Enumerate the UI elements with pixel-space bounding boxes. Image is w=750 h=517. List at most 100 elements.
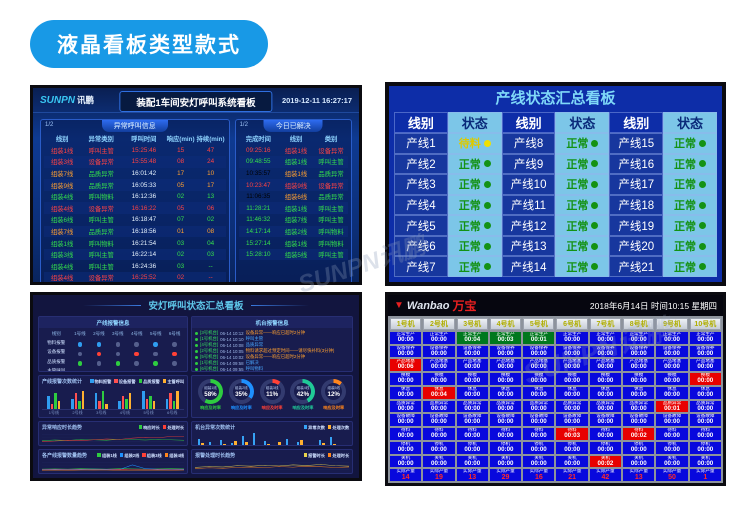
status-dot-icon xyxy=(591,160,599,168)
page-title: 液晶看板类型款式 xyxy=(30,20,268,68)
legend-item: 处理次数 xyxy=(327,425,349,431)
x-tick-label: 9:00 xyxy=(42,473,54,474)
bar xyxy=(118,401,121,409)
line-cell: 组装1线 xyxy=(284,147,308,155)
response-cell: 15 xyxy=(177,146,185,154)
status-label: 产品堵塞 xyxy=(662,359,682,364)
machine-status-cell: 实际产量 42 xyxy=(589,469,622,481)
status-value: 00:00 xyxy=(464,418,481,426)
duration-cell: 03 xyxy=(207,251,215,259)
status-label: 设备保养 xyxy=(662,345,682,350)
legend-chip xyxy=(303,453,308,457)
legend-item: 处理时长 xyxy=(162,425,184,431)
bar xyxy=(275,445,278,446)
decor-line xyxy=(83,304,142,306)
machine-status-cell: 关机 00:00 xyxy=(456,455,488,468)
machine-board-header: ▼ Wanbao 万宝 2018年6月14日 时间10:15 星期四 xyxy=(388,295,723,316)
status-label: 产品堵塞 xyxy=(562,359,582,364)
table-row: 产线6 正常 产线13 正常 产线20 xyxy=(394,235,717,257)
machine-status-cell: 产品堵塞 00:00 xyxy=(556,359,588,371)
machine-status-cell: 待料 00:00 xyxy=(456,428,488,440)
status-value: 00:00 xyxy=(697,349,714,357)
status-value: 00:00 xyxy=(697,363,714,371)
status-label: 正常生产 xyxy=(562,331,582,336)
status-label: 设备故障 xyxy=(396,414,415,419)
status-text: 正常 xyxy=(674,261,697,274)
time-cell: 16:16:22 xyxy=(131,204,157,212)
response-cell: 17 xyxy=(177,169,185,177)
matrix-dot-cell xyxy=(89,343,108,361)
status-text: 正常 xyxy=(566,158,589,171)
machine-header-cell: 4号机 xyxy=(489,318,522,330)
machine-status-cell: 停机 00:00 xyxy=(589,441,622,454)
machine-status-cell: 实际产量 13 xyxy=(456,469,488,481)
matrix-header: 线别 1号线 2号线 3号线 4号线 5号线 6号线 xyxy=(42,330,184,338)
machine-status-cell: 待料 00:00 xyxy=(656,428,688,440)
line-name-cell: 产线21 xyxy=(609,256,664,278)
machine-status-cell: 设备保养 00:00 xyxy=(656,345,688,358)
type-cell: 设备异常 xyxy=(88,159,114,167)
line-status-cell: 正常 xyxy=(447,215,502,236)
duration-cell: -- xyxy=(208,274,213,282)
machine-status-row: 实际产量 14 实际产量 19 实际产量 13 实际产量 29 xyxy=(390,469,721,481)
status-dot-icon xyxy=(172,351,177,357)
x-tick-label: 6号线 xyxy=(167,410,178,415)
line-cell: 组装1线 xyxy=(284,205,308,213)
status-value: 00:00 xyxy=(397,459,414,467)
bar xyxy=(98,401,101,409)
alarm-machine-tag: [5号机台] xyxy=(200,354,219,359)
column-header: 呼叫时间 xyxy=(131,135,157,143)
matrix-column-header: 1号线 xyxy=(74,331,86,336)
x-tick-label: 13:00 xyxy=(89,445,101,446)
status-value: 00:04 xyxy=(431,390,447,398)
status-dot-icon xyxy=(591,242,599,250)
bar xyxy=(300,439,303,445)
status-value: 00:00 xyxy=(397,349,414,357)
machine-status-cell: 设备保养 00:00 xyxy=(523,345,555,358)
machine-status-cell: 正常生产 00:04 xyxy=(456,331,488,344)
type-cell: 呼叫主管 xyxy=(88,252,114,260)
machine-status-cell: 停机 00:00 xyxy=(523,441,555,454)
status-value: 00:00 xyxy=(497,363,514,371)
status-value: 00:00 xyxy=(530,432,547,439)
machine-status-cell: 停机 00:00 xyxy=(423,441,455,454)
status-value: 00:00 xyxy=(664,377,680,384)
donut-ring: 组装4线 42% xyxy=(290,379,316,404)
status-dot-icon xyxy=(699,160,707,168)
legend-chip xyxy=(303,425,308,429)
status-value: 00:00 xyxy=(564,418,581,426)
column-header: 线别 xyxy=(609,112,664,133)
line-name-cell: 产线7 xyxy=(394,256,448,278)
bar-group xyxy=(341,445,347,446)
x-tick-label: 19:00 xyxy=(160,445,172,446)
legend-chip xyxy=(97,453,101,457)
legend-item: 组装3线 xyxy=(142,453,162,459)
machine-status-cell: 关机 00:00 xyxy=(623,455,655,468)
machine-status-row: 设备保养 00:00 设备保养 00:00 设备保养 00:00 设备保养 00… xyxy=(390,345,721,358)
status-label: 设备故障 xyxy=(496,414,515,419)
status-value: 00:00 xyxy=(697,418,714,426)
status-label: 休息 xyxy=(467,386,477,391)
bar xyxy=(329,437,333,445)
legend-item: 组装1线 xyxy=(97,453,117,459)
column-header: 线别 xyxy=(55,135,69,143)
status-dot-icon xyxy=(134,370,139,371)
chart-title: 机台异常次数统计 xyxy=(195,425,236,431)
status-dot-icon xyxy=(115,351,121,357)
machine-status-cell: 设备保养 00:00 xyxy=(689,345,721,358)
time-cell: 16:24:36 xyxy=(131,262,157,270)
donut-label: 组装4线 xyxy=(296,385,310,390)
machine-status-row: 换模 00:00 换模 00:00 换模 00:00 换模 00:00 xyxy=(390,373,721,385)
status-value: 00:01 xyxy=(530,335,547,343)
status-dot-icon xyxy=(77,342,83,347)
x-tick-label: 16:00 xyxy=(285,473,298,474)
bar xyxy=(208,441,212,445)
andon-board-header: SUNPN 讯鹏 装配1车间安灯呼叫系统看板 2019-12-11 16:27:1… xyxy=(33,88,359,113)
duration-cell: 10 xyxy=(207,169,215,177)
x-tick-label: 5号线 xyxy=(143,410,154,415)
status-label: 停机 xyxy=(434,441,444,446)
machine-status-cell: 品质异常 00:00 xyxy=(689,400,721,413)
status-label: 待料 xyxy=(567,428,577,433)
donut-percent: 11% xyxy=(266,390,279,398)
machine-header-row: 1号机 2号机 3号机 4号机 5号机 6号机 7号机 8号机 9号机 10号机 xyxy=(390,318,721,330)
